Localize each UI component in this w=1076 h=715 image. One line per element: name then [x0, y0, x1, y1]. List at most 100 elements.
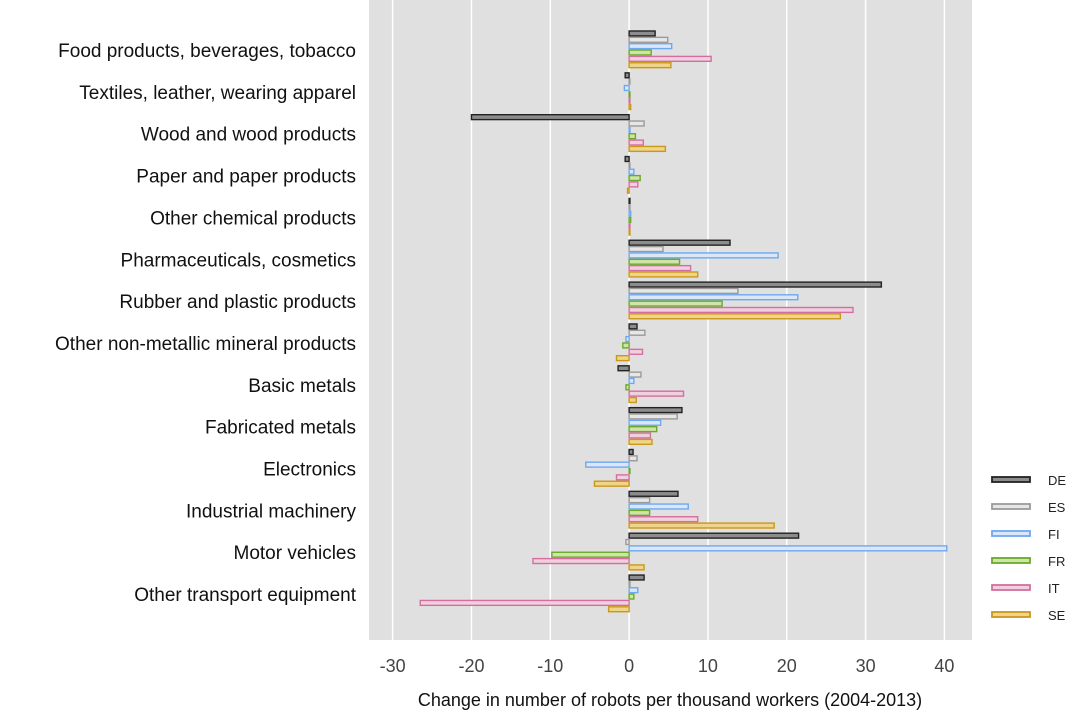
- bar-fi: [628, 43, 673, 50]
- bar-de: [628, 323, 638, 330]
- category-label: Other non-metallic mineral products: [55, 334, 356, 355]
- bar-fr: [628, 426, 658, 433]
- bar-fi: [585, 461, 630, 468]
- bar-fr: [625, 384, 630, 391]
- bar-de: [628, 30, 656, 37]
- category-label: Industrial machinery: [186, 501, 357, 522]
- bar-es: [625, 538, 630, 546]
- bar-fi: [623, 84, 630, 92]
- bar-fr: [551, 551, 630, 558]
- category-label: Motor vehicles: [234, 543, 357, 564]
- bar-fi: [628, 168, 635, 175]
- bar-fi: [628, 252, 779, 259]
- bar-se: [628, 229, 631, 236]
- bar-de: [628, 532, 800, 539]
- bar-se: [628, 438, 653, 445]
- bar-it: [628, 55, 712, 63]
- category-label: Food products, beverages, tobacco: [58, 41, 356, 62]
- legend: DE ES FI FR IT SE: [991, 473, 1066, 623]
- x-tick-label: -20: [458, 656, 484, 676]
- legend-label: ES: [1048, 500, 1066, 515]
- bar-se: [628, 522, 775, 529]
- plot-background: [369, 0, 972, 640]
- bar-es: [628, 120, 645, 127]
- bar-fi: [628, 545, 948, 552]
- legend-swatch: [991, 584, 1031, 591]
- category-label: Paper and paper products: [136, 167, 356, 188]
- x-tick-labels: -30 -20 -10 0 10 20 30 40: [380, 656, 955, 676]
- bar-it: [628, 306, 854, 314]
- bar-fi: [628, 210, 632, 217]
- bar-es: [628, 413, 678, 420]
- bar-it: [615, 474, 630, 481]
- bar-es: [628, 371, 642, 378]
- x-tick-label: -10: [537, 656, 563, 676]
- category-label: Rubber and plastic products: [119, 292, 356, 313]
- bar-it: [628, 139, 645, 146]
- category-label: Wood and wood products: [141, 125, 356, 146]
- bar-it: [628, 390, 685, 397]
- bar-de: [628, 197, 631, 204]
- bar-es: [628, 329, 646, 336]
- bar-fr: [628, 91, 631, 98]
- legend-label: FI: [1048, 527, 1060, 542]
- bar-fi: [628, 503, 689, 510]
- bar-de: [628, 574, 645, 581]
- category-label: Textiles, leather, wearing apparel: [79, 83, 356, 104]
- bar-es: [628, 36, 669, 43]
- bar-fr: [628, 467, 631, 475]
- bar-it: [628, 516, 699, 523]
- legend-label: DE: [1048, 473, 1066, 488]
- legend-label: IT: [1048, 581, 1060, 596]
- bar-es: [628, 245, 664, 253]
- legend-swatch: [991, 611, 1031, 618]
- bar-se: [615, 355, 630, 362]
- bar-it: [628, 181, 639, 188]
- category-label: Pharmaceuticals, cosmetics: [121, 250, 356, 271]
- x-tick-label: 20: [777, 656, 797, 676]
- legend-swatch: [991, 530, 1031, 537]
- bar-se: [628, 62, 672, 69]
- x-tick-label: 0: [624, 656, 634, 676]
- bar-fi: [628, 587, 639, 594]
- bars: [419, 30, 948, 613]
- legend-label: SE: [1048, 608, 1066, 623]
- bar-fi: [628, 419, 662, 426]
- bar-se: [628, 271, 699, 278]
- bar-de: [624, 155, 630, 163]
- category-label: Other chemical products: [150, 208, 356, 229]
- bar-fr: [628, 49, 652, 56]
- bar-se: [628, 564, 645, 571]
- category-labels: Food products, beverages, tobacco Textile…: [55, 41, 357, 606]
- bar-se: [626, 187, 630, 194]
- category-label: Other transport equipment: [134, 585, 357, 606]
- bar-se: [628, 145, 667, 153]
- x-tick-label: 10: [698, 656, 718, 676]
- bar-es: [628, 78, 631, 85]
- bar-it: [628, 348, 644, 355]
- bar-it: [419, 599, 630, 607]
- category-label: Fabricated metals: [205, 418, 356, 439]
- bar-fr: [622, 342, 630, 349]
- bar-de: [628, 281, 883, 288]
- bar-se: [593, 480, 630, 487]
- bar-de: [628, 490, 679, 497]
- bar-fr: [628, 258, 681, 265]
- bar-it: [628, 432, 652, 439]
- bar-de: [470, 113, 630, 121]
- bar-fr: [628, 509, 651, 516]
- bar-it: [628, 223, 631, 230]
- bar-it: [628, 264, 692, 272]
- category-label: Electronics: [263, 460, 356, 481]
- bar-es: [628, 580, 631, 588]
- bar-se: [628, 396, 637, 404]
- bar-fr: [628, 216, 632, 224]
- bar-fr: [628, 300, 723, 307]
- legend-swatch: [991, 503, 1031, 510]
- bar-fr: [628, 593, 635, 600]
- bar-es: [628, 204, 631, 211]
- category-label: Basic metals: [248, 376, 356, 397]
- x-tick-label: 30: [856, 656, 876, 676]
- x-axis-title: Change in number of robots per thousand …: [418, 690, 922, 710]
